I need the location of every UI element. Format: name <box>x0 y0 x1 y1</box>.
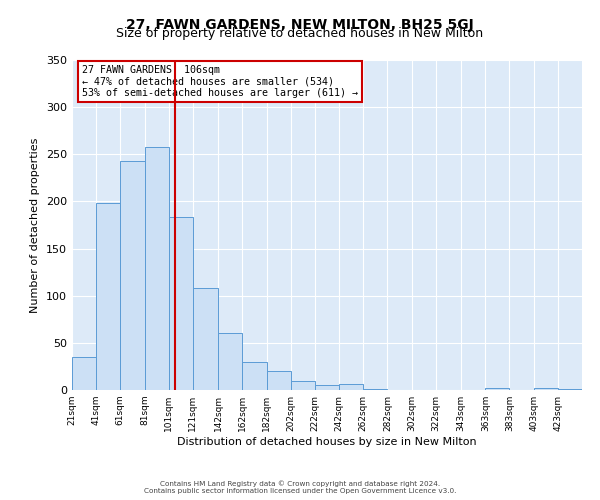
X-axis label: Distribution of detached houses by size in New Milton: Distribution of detached houses by size … <box>177 437 477 447</box>
Bar <box>533 388 558 390</box>
Title: 27, FAWN GARDENS, NEW MILTON, BH25 5GJ
Size of property relative to detached hou: 27, FAWN GARDENS, NEW MILTON, BH25 5GJ S… <box>0 499 1 500</box>
Bar <box>169 216 193 390</box>
Text: Contains HM Land Registry data © Crown copyright and database right 2024.
Contai: Contains HM Land Registry data © Crown c… <box>144 480 456 494</box>
Text: 27 FAWN GARDENS: 106sqm
← 47% of detached houses are smaller (534)
53% of semi-d: 27 FAWN GARDENS: 106sqm ← 47% of detache… <box>82 65 358 98</box>
Y-axis label: Number of detached properties: Number of detached properties <box>31 138 40 312</box>
Bar <box>315 386 339 390</box>
Bar <box>145 146 169 390</box>
Bar <box>558 389 582 390</box>
Bar <box>266 371 291 390</box>
Bar <box>72 357 96 390</box>
Bar <box>291 380 315 390</box>
Bar <box>96 204 121 390</box>
Bar <box>242 362 266 390</box>
Text: Size of property relative to detached houses in New Milton: Size of property relative to detached ho… <box>116 28 484 40</box>
Bar <box>485 388 509 390</box>
Bar <box>218 334 242 390</box>
Bar <box>121 161 145 390</box>
Bar <box>193 288 218 390</box>
Bar <box>363 389 388 390</box>
Bar <box>339 384 363 390</box>
Text: 27, FAWN GARDENS, NEW MILTON, BH25 5GJ: 27, FAWN GARDENS, NEW MILTON, BH25 5GJ <box>126 18 474 32</box>
